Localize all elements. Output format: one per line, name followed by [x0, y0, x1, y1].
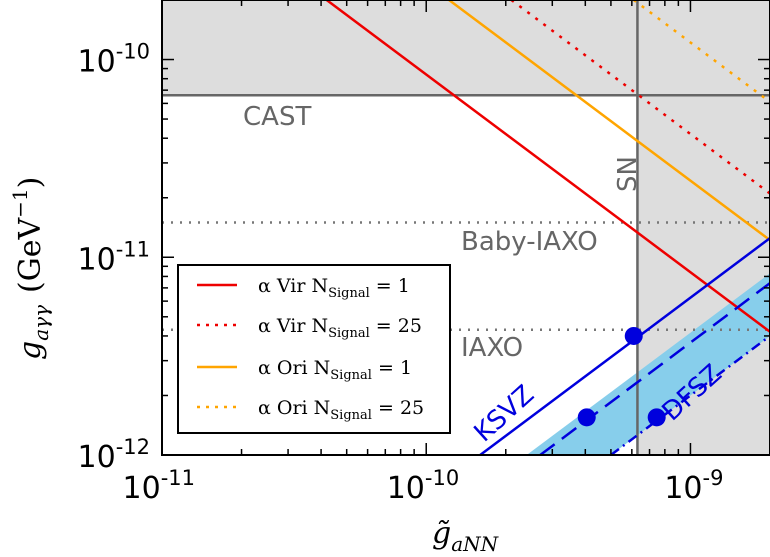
cast-label: CAST — [243, 102, 311, 132]
legend-box — [177, 264, 451, 434]
legend-entry-alpha-ori-n1: α Ori NSignal = 1 — [258, 357, 412, 383]
model-marker-dfsz-left — [577, 408, 596, 427]
x-tick-label: 10-11 — [123, 466, 196, 506]
legend-entry-alpha-ori-n25: α Ori NSignal = 25 — [258, 397, 424, 423]
legend-entry-alpha-vir-n1: α Vir NSignal = 1 — [258, 275, 410, 301]
x-axis-label: g̃aNN — [432, 516, 500, 556]
series-line-alpha-vir-n1 — [325, 0, 770, 333]
legend: α Vir NSignal = 1 α Vir NSignal = 25 α O… — [177, 264, 451, 434]
babyiaxo-label: Baby-IAXO — [461, 227, 598, 257]
series-line-alpha-ori-n25 — [632, 0, 770, 103]
series-line-alpha-ori-n1 — [448, 0, 770, 242]
x-tick-label: 10-10 — [387, 466, 460, 506]
y-tick-label: 10-12 — [78, 435, 151, 475]
y-tick-label: 10-11 — [78, 237, 151, 277]
ksvz-line — [479, 237, 770, 455]
y-tick-label: 10-10 — [78, 40, 151, 80]
legend-entry-alpha-vir-n25: α Vir NSignal = 25 — [258, 315, 422, 341]
series-line-alpha-vir-n25 — [510, 0, 770, 195]
dfsz-mid-line — [539, 282, 770, 455]
model-marker-dfsz-right — [647, 408, 666, 427]
plot-frame — [161, 0, 770, 456]
sn-label: SN — [613, 156, 643, 192]
iaxo-label: IAXO — [461, 333, 523, 363]
model-marker-ksvz-sn — [624, 326, 643, 345]
axis-ticks — [161, 0, 770, 456]
y-axis-label: gaγγ(GeV−1) — [8, 177, 53, 360]
x-tick-label: 10-9 — [664, 466, 723, 506]
plot-area — [162, 0, 770, 455]
